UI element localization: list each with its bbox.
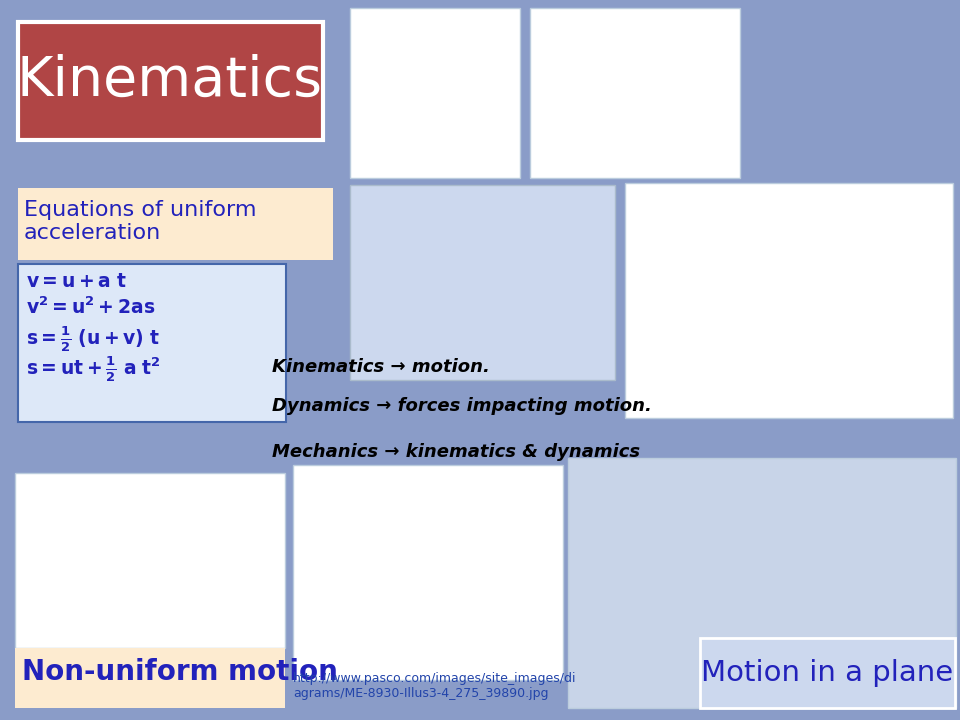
Text: time: time — [700, 153, 725, 163]
FancyBboxPatch shape — [350, 185, 615, 380]
Text: 0: 0 — [27, 626, 34, 636]
Text: Mechanics → kinematics & dynamics: Mechanics → kinematics & dynamics — [272, 443, 640, 461]
Text: Deceleration: Deceleration — [887, 294, 936, 302]
FancyBboxPatch shape — [293, 465, 563, 680]
Text: $\mathbf{s = ut + \frac{1}{2}\ a\ t^2}$: $\mathbf{s = ut + \frac{1}{2}\ a\ t^2}$ — [26, 355, 161, 384]
Text: time: time — [228, 626, 250, 636]
Text: Non-uniform motion: Non-uniform motion — [22, 658, 338, 686]
Text: 0: 0 — [362, 153, 369, 163]
Text: $\mathbf{s = \frac{1}{2}\ (u + v)\ t}$: $\mathbf{s = \frac{1}{2}\ (u + v)\ t}$ — [26, 325, 160, 354]
FancyBboxPatch shape — [625, 183, 953, 418]
Text: K: K — [30, 510, 36, 521]
Text: revisionworld⧉: revisionworld⧉ — [880, 190, 942, 199]
Text: f: f — [498, 150, 503, 164]
Text: $\mathbf{v = u + a\ t}$: $\mathbf{v = u + a\ t}$ — [26, 272, 127, 291]
Text: Increased
acceleration: Increased acceleration — [812, 227, 859, 246]
Text: s: s — [367, 17, 374, 31]
FancyBboxPatch shape — [18, 264, 286, 422]
FancyBboxPatch shape — [568, 458, 956, 708]
Text: Kinematics → motion.: Kinematics → motion. — [272, 358, 490, 376]
Text: Decreased
acceleration: Decreased acceleration — [776, 197, 824, 217]
Text: 0: 0 — [539, 153, 546, 163]
FancyBboxPatch shape — [530, 8, 740, 178]
Text: L: L — [92, 499, 99, 509]
FancyBboxPatch shape — [700, 638, 955, 708]
Text: 0: 0 — [371, 153, 377, 163]
Text: Speed (m/s): Speed (m/s) — [634, 190, 692, 200]
Text: $\mathbf{v^2 = u^2 + 2as}$: $\mathbf{v^2 = u^2 + 2as}$ — [26, 297, 156, 318]
Text: 0: 0 — [557, 153, 564, 163]
Text: M: M — [207, 499, 217, 509]
FancyBboxPatch shape — [18, 22, 323, 140]
Text: Acceleration: Acceleration — [642, 388, 690, 397]
FancyBboxPatch shape — [350, 8, 520, 178]
FancyBboxPatch shape — [15, 648, 285, 708]
Text: Steady speed: Steady speed — [712, 282, 764, 292]
Text: 0: 0 — [363, 352, 371, 365]
Text: Time (secs): Time (secs) — [853, 396, 910, 406]
FancyBboxPatch shape — [15, 473, 285, 648]
Text: acceleration: acceleration — [539, 17, 608, 27]
Text: velocity: velocity — [24, 480, 62, 490]
Text: Dynamics → forces impacting motion.: Dynamics → forces impacting motion. — [272, 397, 652, 415]
Text: velocity: velocity — [363, 196, 412, 209]
Text: Kinematics: Kinematics — [17, 54, 324, 108]
FancyBboxPatch shape — [18, 188, 333, 260]
Text: http://www.pasco.com/images/site_images/di
agrams/ME-8930-Illus3-4_275_39890.jpg: http://www.pasco.com/images/site_images/… — [293, 672, 577, 700]
Text: SmartTimer: SmartTimer — [652, 554, 717, 564]
Text: Equations of uniform
acceleration: Equations of uniform acceleration — [24, 200, 256, 243]
Text: Motion in a plane: Motion in a plane — [701, 659, 953, 687]
Text: Photogates: Photogates — [711, 483, 774, 493]
Text: time: time — [562, 356, 589, 369]
